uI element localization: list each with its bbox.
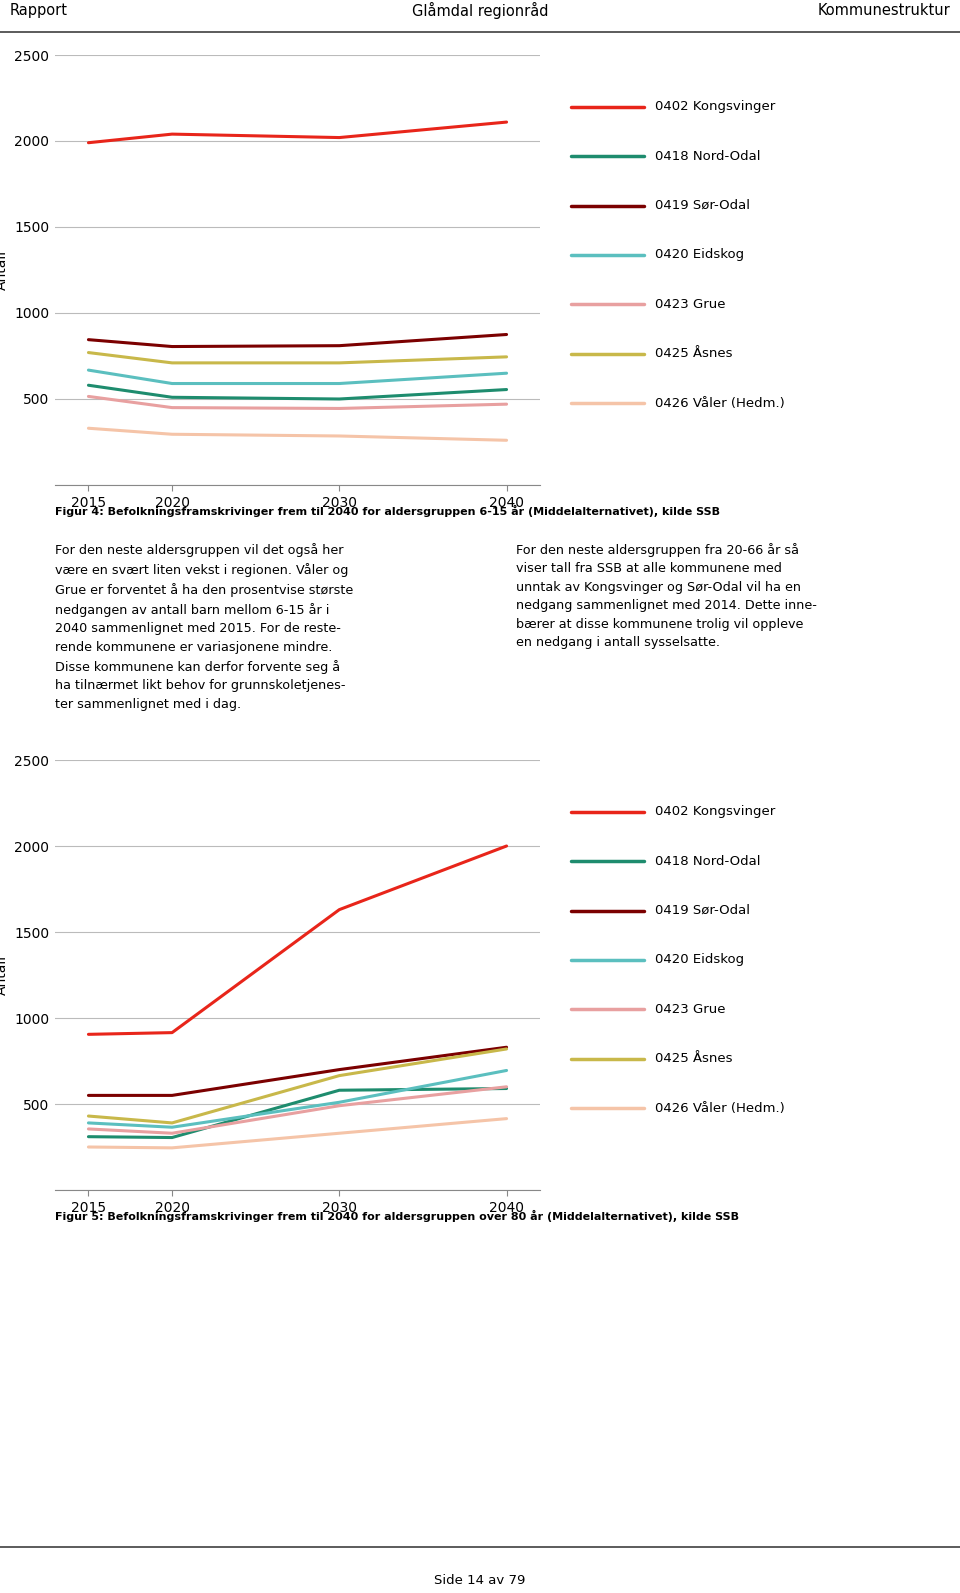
Text: 0423 Grue: 0423 Grue bbox=[655, 298, 726, 311]
Text: 0419 Sør-Odal: 0419 Sør-Odal bbox=[655, 903, 750, 918]
Text: 0418 Nord-Odal: 0418 Nord-Odal bbox=[655, 854, 760, 868]
Text: For den neste aldersgruppen vil det også her
være en svært liten vekst i regione: For den neste aldersgruppen vil det også… bbox=[55, 543, 353, 710]
Text: 0419 Sør-Odal: 0419 Sør-Odal bbox=[655, 199, 750, 212]
Text: 0402 Kongsvinger: 0402 Kongsvinger bbox=[655, 804, 776, 819]
Text: 0426 Våler (Hedm.): 0426 Våler (Hedm.) bbox=[655, 397, 784, 409]
Text: 0420 Eidskog: 0420 Eidskog bbox=[655, 249, 744, 261]
Text: 0420 Eidskog: 0420 Eidskog bbox=[655, 954, 744, 967]
Text: 0402 Kongsvinger: 0402 Kongsvinger bbox=[655, 100, 776, 113]
Y-axis label: Antall: Antall bbox=[0, 954, 9, 996]
Y-axis label: Antall: Antall bbox=[0, 250, 9, 290]
Text: 0418 Nord-Odal: 0418 Nord-Odal bbox=[655, 150, 760, 162]
Text: Glåmdal regionråd: Glåmdal regionråd bbox=[412, 2, 548, 19]
Text: 0425 Åsnes: 0425 Åsnes bbox=[655, 1053, 732, 1066]
Text: Side 14 av 79: Side 14 av 79 bbox=[434, 1574, 526, 1587]
Text: 0426 Våler (Hedm.): 0426 Våler (Hedm.) bbox=[655, 1102, 784, 1115]
Text: Figur 5: Befolkningsframskrivinger frem til 2040 for aldersgruppen over 80 år (M: Figur 5: Befolkningsframskrivinger frem … bbox=[55, 1211, 739, 1222]
Text: Figur 4: Befolkningsframskrivinger frem til 2040 for aldersgruppen 6-15 år (Midd: Figur 4: Befolkningsframskrivinger frem … bbox=[55, 505, 720, 518]
Text: 0423 Grue: 0423 Grue bbox=[655, 1004, 726, 1016]
Text: Rapport: Rapport bbox=[10, 3, 67, 18]
Text: For den neste aldersgruppen fra 20-66 år så
viser tall fra SSB at alle kommunene: For den neste aldersgruppen fra 20-66 år… bbox=[516, 543, 817, 650]
Text: Kommunestruktur: Kommunestruktur bbox=[818, 3, 950, 18]
Text: 0425 Åsnes: 0425 Åsnes bbox=[655, 347, 732, 360]
